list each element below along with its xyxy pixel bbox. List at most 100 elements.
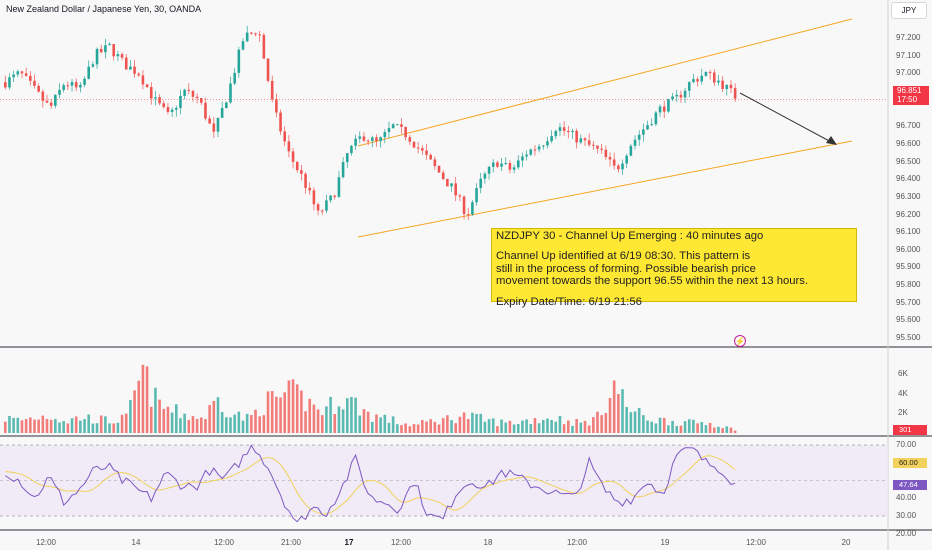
- candle-body: [45, 100, 49, 103]
- current-volume-badge: 301: [893, 425, 927, 435]
- volume-bar: [295, 384, 299, 433]
- volume-bar: [696, 423, 699, 433]
- candle-body: [154, 97, 157, 99]
- volume-bar: [525, 419, 528, 433]
- candle-body: [396, 124, 399, 126]
- candle-body: [279, 112, 282, 132]
- candle-body: [658, 106, 662, 113]
- candle-body: [262, 34, 266, 59]
- price-tick-label: 95.800: [896, 280, 921, 290]
- time-tick-label: 17: [344, 538, 354, 547]
- candle-body: [450, 183, 453, 187]
- volume-bar: [208, 405, 211, 433]
- candle-body: [446, 178, 449, 187]
- volume-bar: [350, 396, 353, 433]
- volume-bar: [487, 419, 491, 433]
- volume-bar: [721, 428, 724, 433]
- candle-body: [295, 161, 299, 171]
- candle-body: [350, 145, 353, 154]
- volume-bar: [729, 427, 733, 433]
- candle-body: [129, 66, 132, 70]
- channel-upper-line: [357, 18, 853, 147]
- candle-body: [225, 102, 228, 108]
- volume-bar: [483, 421, 487, 433]
- volume-bar: [137, 380, 141, 433]
- candle-body: [233, 72, 236, 84]
- candle-body: [170, 109, 174, 112]
- lightning-icon[interactable]: ⚡: [734, 335, 746, 347]
- volume-bar: [58, 422, 61, 433]
- volume-bar: [567, 420, 570, 433]
- candle-body: [337, 177, 341, 197]
- volume-bar: [270, 391, 274, 433]
- volume-bar: [133, 390, 136, 433]
- volume-bar: [441, 418, 445, 433]
- candle-body: [300, 170, 303, 174]
- volume-bar: [662, 417, 666, 433]
- price-tick-label: 97.000: [896, 68, 921, 78]
- volume-bar: [275, 396, 278, 433]
- volume-bar: [421, 419, 424, 433]
- volume-bar: [625, 407, 628, 433]
- candle-body: [208, 118, 211, 124]
- volume-bar: [500, 419, 503, 433]
- volume-bar: [496, 426, 499, 433]
- volume-bar: [362, 409, 366, 433]
- candle-body: [304, 173, 307, 188]
- volume-bar: [450, 420, 453, 433]
- candle-body: [725, 84, 729, 89]
- candle-body: [250, 32, 253, 34]
- candle-body: [183, 89, 186, 96]
- candle-body: [229, 83, 232, 103]
- candle-body: [667, 99, 670, 112]
- candle-body: [679, 94, 683, 98]
- candle-body: [508, 162, 512, 170]
- volume-bar: [608, 397, 612, 433]
- volume-bar: [145, 366, 149, 433]
- volume-bar: [124, 413, 128, 433]
- volume-bar: [195, 418, 199, 433]
- volume-bar: [308, 398, 312, 433]
- volume-bar: [333, 414, 337, 433]
- candle-body: [212, 123, 216, 132]
- candle-body: [99, 48, 103, 53]
- candle-body: [258, 34, 261, 36]
- candle-body: [16, 71, 20, 75]
- volume-bar: [158, 399, 161, 433]
- currency-button[interactable]: JPY: [891, 2, 927, 19]
- candle-body: [312, 190, 316, 205]
- volume-bar: [191, 416, 195, 433]
- volume-bar: [583, 420, 587, 433]
- candle-body: [529, 149, 533, 155]
- candle-body: [541, 145, 545, 147]
- volume-bar: [400, 425, 403, 433]
- volume-bar: [216, 397, 220, 433]
- candle-body: [412, 141, 416, 148]
- time-tick-label: 12:00: [390, 538, 412, 547]
- volume-bar: [550, 419, 553, 433]
- time-tick-label: 12:00: [745, 538, 767, 547]
- candle-body: [583, 138, 587, 141]
- volume-bar: [437, 424, 441, 433]
- rsi-tick-label: 40.00: [896, 493, 917, 503]
- candle-body: [124, 57, 128, 70]
- volume-bar: [129, 399, 132, 433]
- candle-body: [187, 89, 191, 91]
- candle-body: [41, 91, 45, 101]
- volume-bar: [596, 411, 599, 433]
- candle-body: [646, 125, 649, 130]
- candle-body: [141, 75, 145, 85]
- volume-bar: [554, 421, 558, 433]
- candle-body: [592, 144, 595, 146]
- volume-bar: [54, 419, 57, 433]
- candle-body: [612, 159, 616, 166]
- volume-bar: [166, 406, 170, 433]
- price-tick-label: 96.200: [896, 209, 921, 219]
- volume-bar: [70, 418, 74, 433]
- volume-bar: [612, 380, 616, 433]
- candle-body: [654, 112, 658, 125]
- volume-bar: [604, 413, 608, 433]
- volume-bar: [466, 419, 470, 433]
- candle-body: [687, 82, 691, 91]
- volume-bar: [320, 415, 324, 433]
